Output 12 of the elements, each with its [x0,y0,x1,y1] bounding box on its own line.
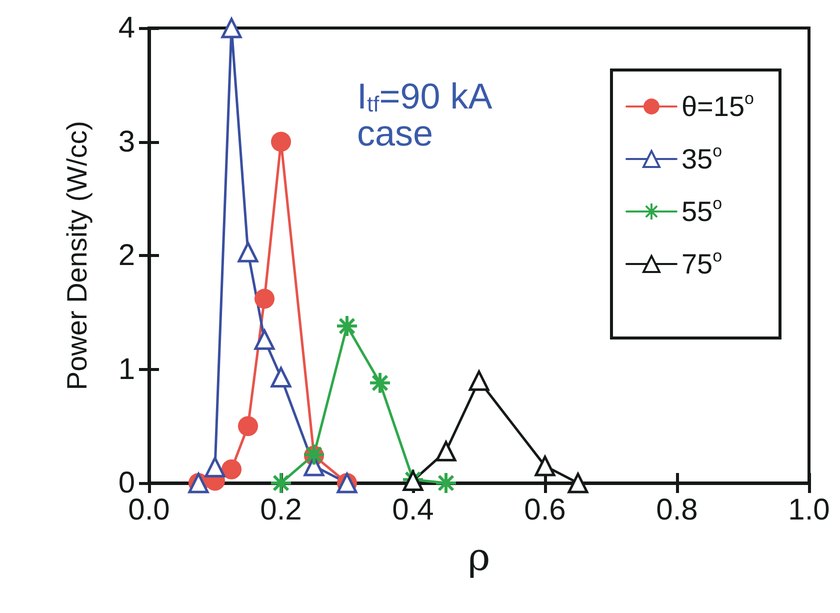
x-tick-label: 0.8 [656,494,698,526]
y-axis-title: Power Density (W/cc) [62,120,92,390]
y-tick-label: 4 [118,12,135,44]
y-tick-label: 2 [118,239,135,272]
y-tick-label: 1 [118,352,135,386]
x-axis-title: ρ [468,535,490,579]
y-tick-label: 3 [118,125,135,158]
x-tick-label: 0.4 [392,494,434,526]
x-tick-label: 1.0 [788,494,830,526]
x-tick-label: 0.2 [260,494,302,526]
x-tick-label: 0.6 [524,494,566,526]
annotation: Itf=90 kA case [357,76,492,154]
